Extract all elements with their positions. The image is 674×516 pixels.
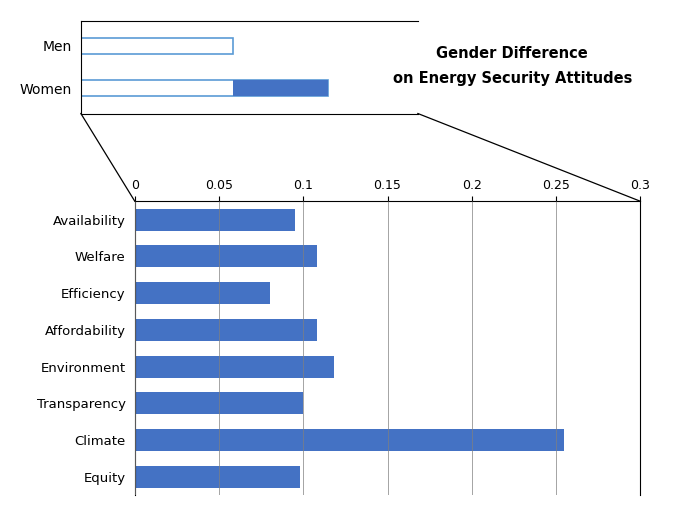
Bar bbox=[233, 80, 328, 96]
Bar bbox=[135, 466, 300, 488]
Bar bbox=[81, 80, 328, 96]
Bar bbox=[135, 282, 270, 304]
Bar bbox=[81, 38, 233, 54]
Text: Gender Difference: Gender Difference bbox=[436, 45, 588, 61]
Bar bbox=[135, 392, 303, 414]
Bar bbox=[135, 356, 334, 378]
Bar bbox=[135, 208, 295, 231]
Bar bbox=[135, 319, 317, 341]
Bar bbox=[135, 246, 317, 267]
Text: on Energy Security Attitudes: on Energy Security Attitudes bbox=[392, 71, 632, 86]
Bar bbox=[135, 429, 564, 451]
